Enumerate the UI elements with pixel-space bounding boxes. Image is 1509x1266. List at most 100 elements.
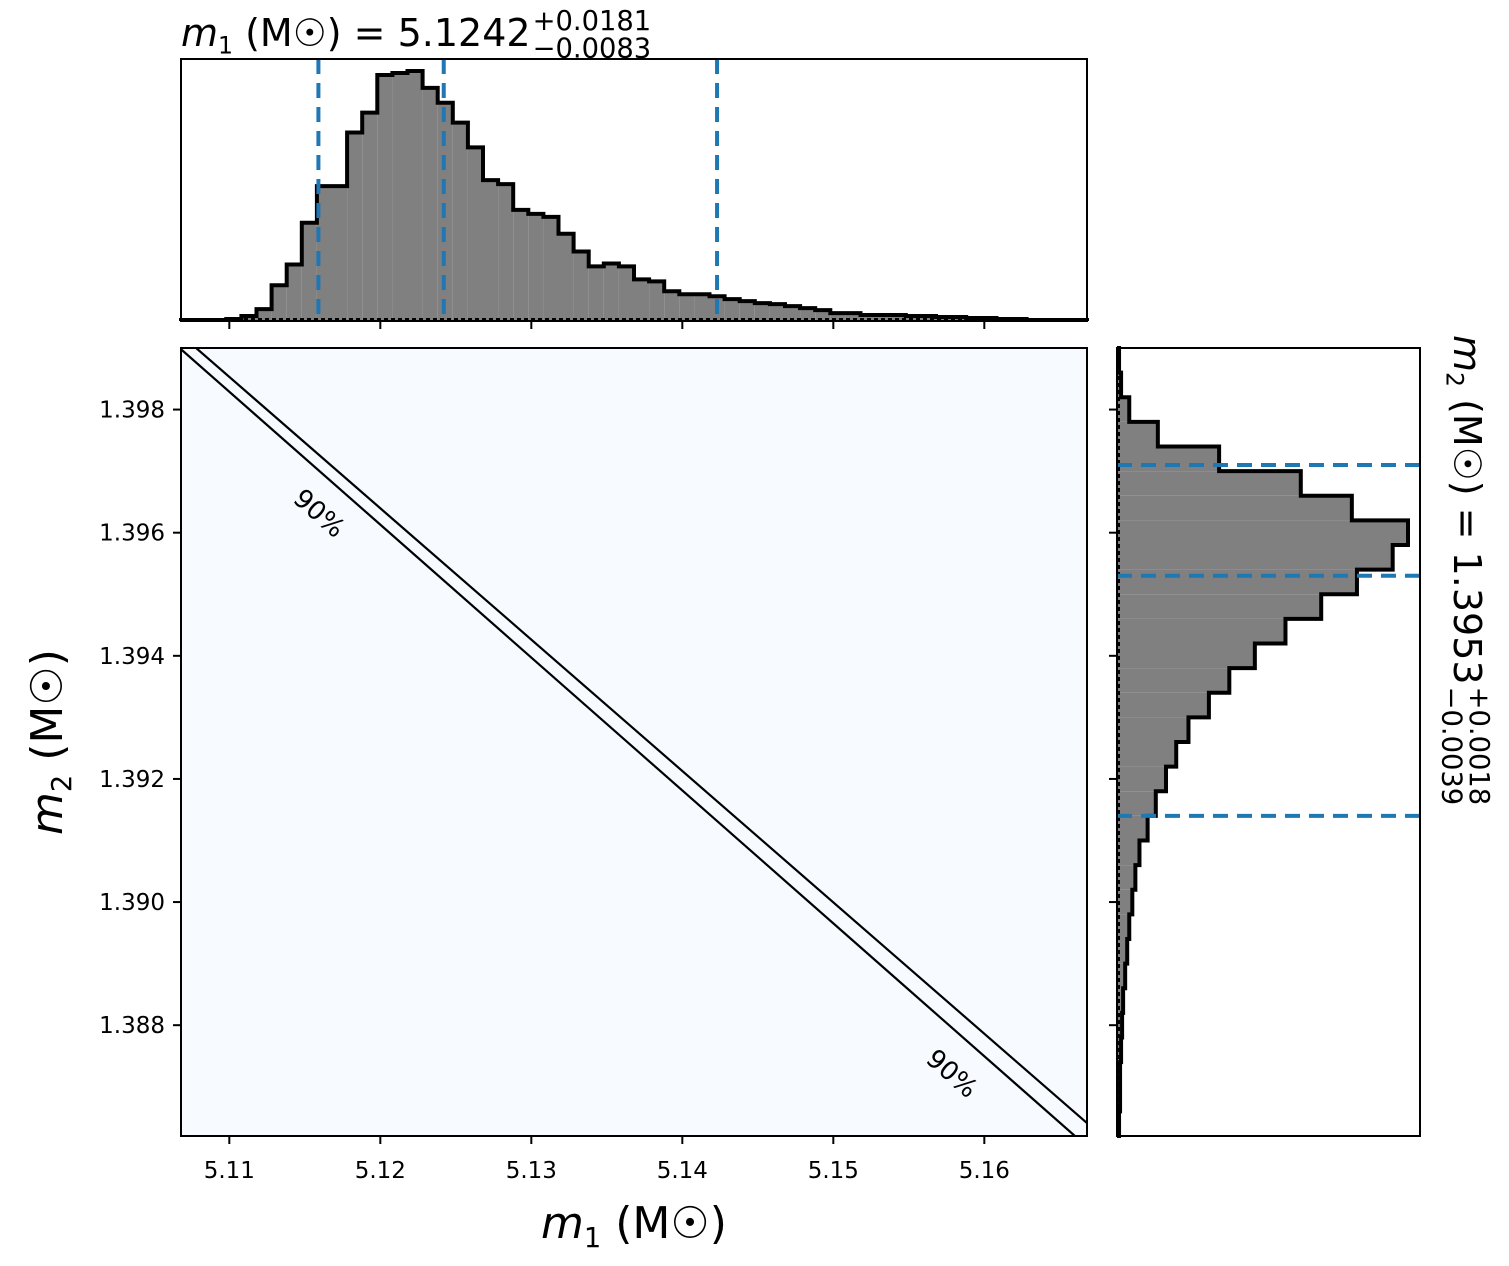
contour-line xyxy=(181,348,1076,1136)
histogram-bar xyxy=(1117,815,1148,841)
right-title-group: m2 (M☉) = 1.3953+0.0018−0.0039 xyxy=(1436,335,1494,805)
histogram-bar xyxy=(1117,643,1255,669)
histogram-bar xyxy=(362,112,378,322)
histogram-bar xyxy=(1117,939,1128,964)
y-axis-label-subscript: 2 xyxy=(47,775,78,792)
x-tick-label: 5.15 xyxy=(808,1158,859,1184)
histogram-bar xyxy=(845,313,861,321)
histogram-bar xyxy=(618,266,634,321)
histogram-bar xyxy=(1117,865,1136,890)
histogram-bar xyxy=(754,303,770,321)
histogram-bar xyxy=(1117,840,1140,866)
histogram-bar xyxy=(513,209,529,321)
histogram-bar xyxy=(241,316,257,321)
x-axis-label-variable: m xyxy=(541,1198,584,1249)
histogram-bar xyxy=(1117,520,1408,545)
histogram-bar xyxy=(498,184,514,321)
right-title-upper: +0.0018 xyxy=(1463,687,1494,806)
histogram-bar xyxy=(603,263,619,321)
top-title-upper: +0.0181 xyxy=(533,6,652,37)
histogram-bar xyxy=(830,313,846,321)
panel-frame xyxy=(180,58,1088,322)
histogram-bar xyxy=(1117,618,1286,644)
x-tick-label: 5.12 xyxy=(355,1158,406,1184)
y-tick-label: 1.392 xyxy=(99,767,165,793)
contour-line xyxy=(195,348,1087,1124)
x-tick-label: 5.13 xyxy=(506,1158,557,1184)
histogram-outline xyxy=(1117,346,1410,1138)
y-tick-label: 1.390 xyxy=(99,890,165,916)
histogram-bar xyxy=(543,216,559,321)
histogram-bar xyxy=(1117,446,1220,472)
histogram-bar xyxy=(1117,963,1126,989)
histogram-bar xyxy=(785,306,801,321)
histogram-bar xyxy=(483,180,499,321)
histogram-bar xyxy=(392,72,408,321)
histogram-bar xyxy=(664,291,680,321)
histogram-bar xyxy=(422,87,438,321)
histogram-bar xyxy=(649,281,665,321)
histogram-bar xyxy=(1117,717,1189,742)
y-axis-label-group: m2 (M☉) xyxy=(22,649,78,835)
histogram-bar xyxy=(1117,668,1230,693)
x-tick-label: 5.16 xyxy=(959,1158,1010,1184)
y-axis-label-text: (M☉) xyxy=(22,649,73,775)
y-axis-label-variable: m xyxy=(22,792,73,835)
histogram-bar xyxy=(558,233,574,321)
histogram-bar xyxy=(769,304,785,321)
histogram-bar xyxy=(286,264,302,321)
histogram-bar xyxy=(1117,742,1177,767)
histogram-bar xyxy=(573,251,589,321)
histogram-outline xyxy=(179,69,1089,323)
histogram-bar xyxy=(377,74,393,321)
histogram-bar xyxy=(800,308,816,321)
top-title-variable: m xyxy=(181,11,218,55)
top-title: m1 (M☉) = 5.1242 xyxy=(181,11,531,60)
y-tick-label: 1.394 xyxy=(99,644,165,670)
histogram-bar xyxy=(1117,692,1209,718)
histogram-bar xyxy=(634,279,650,321)
histogram-bar xyxy=(694,294,710,321)
histogram-bar xyxy=(256,309,272,321)
y-tick-label: 1.396 xyxy=(99,521,165,547)
histogram-bar xyxy=(1117,766,1167,792)
histogram-bar xyxy=(332,186,348,321)
histogram-bar xyxy=(1117,495,1352,521)
histogram-bar xyxy=(739,301,755,321)
x-axis-label-text: (M☉) xyxy=(601,1198,727,1249)
right-title-subscript: 2 xyxy=(1440,372,1468,387)
panel-frame xyxy=(1116,347,1421,1137)
histogram-bar xyxy=(1117,569,1357,595)
y-tick-label: 1.388 xyxy=(99,1013,165,1039)
histogram-bar xyxy=(815,310,831,321)
histogram-bar xyxy=(588,266,604,321)
density-background xyxy=(181,348,1087,1136)
histogram-bar xyxy=(679,294,695,321)
x-axis-label-subscript: 1 xyxy=(584,1223,601,1254)
top-title-subscript: 1 xyxy=(218,32,233,60)
histogram-bar xyxy=(407,71,423,321)
histogram-bar xyxy=(467,147,483,321)
histogram-bar xyxy=(920,316,936,321)
panel-frame xyxy=(180,347,1088,1137)
right-title: m2 (M☉) = 1.3953 xyxy=(1440,335,1489,685)
histogram-bar xyxy=(1117,988,1124,1013)
histogram-bar xyxy=(724,299,740,321)
histogram-bar xyxy=(271,285,287,321)
histogram-bar xyxy=(316,186,332,321)
histogram-bar xyxy=(1117,397,1130,422)
x-tick-label: 5.11 xyxy=(204,1158,255,1184)
histogram-bar xyxy=(528,213,544,321)
y-axis-label: m2 (M☉) xyxy=(22,649,78,835)
histogram-bar xyxy=(1117,594,1322,619)
right-title-lower: −0.0039 xyxy=(1436,687,1467,806)
histogram-bar xyxy=(1117,914,1130,939)
histogram-bar xyxy=(1117,421,1158,447)
x-tick-label: 5.14 xyxy=(657,1158,708,1184)
histogram-bar xyxy=(1117,1012,1123,1038)
histogram-bar xyxy=(347,132,363,321)
histogram-bar xyxy=(452,122,468,321)
x-axis-label: m1 (M☉) xyxy=(541,1198,727,1254)
